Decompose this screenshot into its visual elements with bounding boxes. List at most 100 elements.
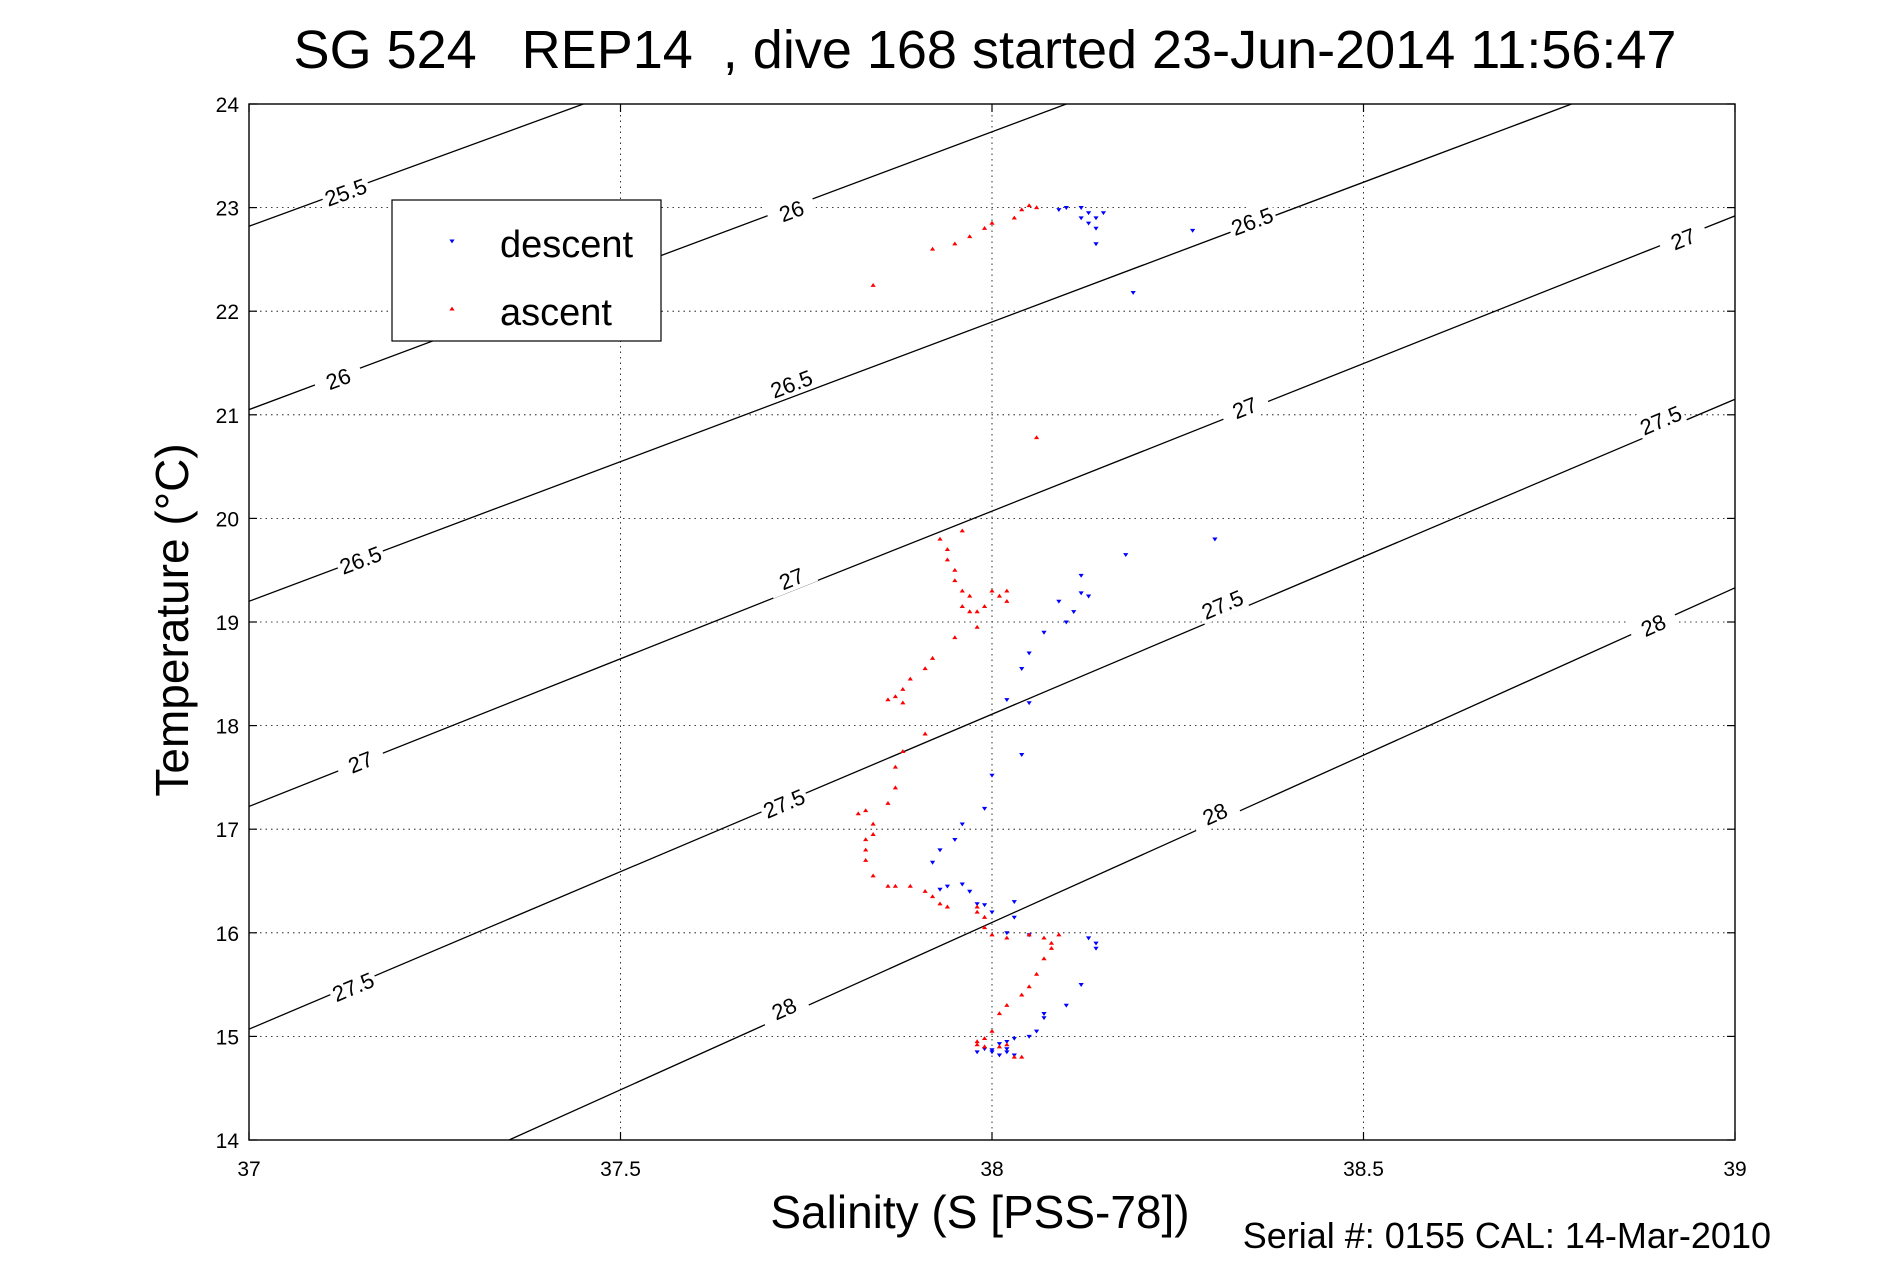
x-tick-label: 37 [237,1158,260,1181]
y-tick-label: 19 [216,612,239,635]
descent-point [1026,701,1032,706]
ascent-point [863,808,869,813]
descent-point [981,903,988,908]
y-tick-label: 15 [216,1026,239,1049]
contour-label-bg [1187,791,1242,835]
contour-label-bg [310,357,365,399]
contour-label-bg [756,985,811,1030]
ascent-point [922,889,928,893]
ascent-point [1033,435,1040,440]
x-tick-label: 38 [980,1158,1003,1181]
ascent-point [900,687,906,691]
ascent-point [937,901,943,906]
x-tick-label: 37.5 [600,1158,641,1181]
ascent-point [989,588,995,593]
ascent-point [1048,940,1055,945]
ascent-point [907,676,913,681]
contour-label-bg [332,739,388,782]
descent-point [1123,553,1129,557]
contour-line-27.5 [249,398,1735,1030]
descent-point [1004,1040,1010,1044]
descent-point [1078,591,1084,596]
descent-point [1019,753,1025,757]
descent-point [1004,1047,1010,1052]
ascent-point [974,1042,980,1047]
contour-label-bg [764,189,819,231]
legend-ascent-label: ascent [500,292,612,334]
contour-label-bg [1217,385,1272,428]
ascent-point [1004,935,1010,940]
ascent-point [855,811,861,816]
ascent-point [1026,984,1032,989]
ascent-point [981,225,988,230]
ascent-point [1033,971,1040,976]
ascent-point [870,821,876,826]
descent-point [989,910,995,915]
contour-label-bg [325,964,380,1008]
descent-point [1212,537,1218,542]
descent-point [1085,211,1092,216]
descent-point [1011,915,1017,920]
descent-point [1071,610,1077,614]
descent-point [937,848,943,853]
descent-point [1004,1050,1010,1055]
ascent-point [959,588,965,593]
descent-point [989,1048,995,1053]
legend: descent ascent [391,199,662,342]
ascent-point [1041,935,1047,940]
ascent-point [974,1039,980,1044]
ascent-point [863,837,869,842]
descent-point [1056,599,1062,604]
descent-point [1093,946,1099,951]
descent-point [1019,667,1025,671]
descent-point [1130,290,1136,295]
descent-point [929,860,936,865]
descent-point [989,1050,995,1055]
ascent-point [1004,1002,1010,1007]
descent-point [974,1050,980,1055]
ascent-point [1011,215,1017,220]
ascent-point [1056,932,1062,937]
descent-point [959,882,965,887]
descent-point [1100,211,1107,216]
descent-point [981,806,988,811]
ascent-point [885,883,891,888]
legend-ascent-marker [449,306,455,311]
data-markers [855,203,1218,1059]
descent-point [1004,698,1010,703]
ascent-point [974,624,980,629]
x-tick-label: 38.5 [1343,1158,1384,1181]
ascent-point [900,700,906,705]
contour-label-bg [1625,602,1681,646]
descent-point [996,1042,1003,1046]
ascent-point [937,536,943,541]
ascent-point [1026,932,1032,937]
ascent-point [959,604,965,609]
ascent-point [907,883,913,888]
x-tick-label: 39 [1723,1158,1746,1181]
ascent-point [996,1044,1003,1049]
ascent-point [1033,205,1040,210]
contour-label-bg [1224,199,1279,241]
ascent-point [952,567,958,572]
descent-point [952,838,958,842]
ascent-point [944,547,951,552]
y-tick-label: 21 [216,405,239,428]
ascent-point [989,932,995,937]
contour-line-26.5 [249,104,1572,602]
ascent-point [929,246,936,251]
y-tick-label: 20 [216,508,239,531]
y-tick-label: 17 [216,819,239,842]
ascent-point [922,731,928,736]
ascent-point [885,697,891,702]
descent-point [1026,651,1032,656]
ascent-point [959,528,965,533]
ascent-point [929,655,936,660]
y-axis-label: Temperature (°C) [146,443,198,796]
descent-point [1041,1012,1047,1016]
descent-point [1078,206,1084,210]
contour-label-bg [763,362,819,404]
ascent-point [892,764,899,769]
contour-label-group: 26 [310,357,365,399]
contour-label-bg [1655,216,1710,259]
